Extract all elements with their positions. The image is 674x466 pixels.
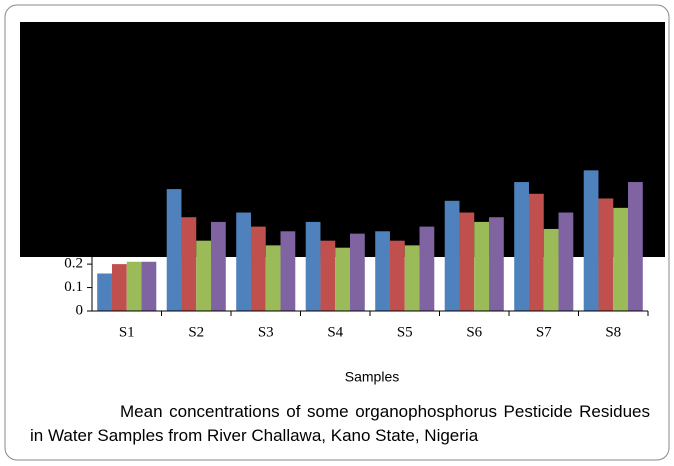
bar [350, 233, 365, 311]
bar [528, 193, 544, 311]
x-tick-label: S1 [119, 324, 135, 340]
bar [459, 212, 475, 311]
bar [320, 240, 336, 311]
y-tick-label: 0.5 [64, 185, 83, 201]
y-tick-label: 0.4 [64, 209, 83, 225]
bar [141, 261, 157, 311]
y-tick-label: 0.1 [64, 279, 83, 295]
y-tick-label: 0.3 [64, 232, 83, 248]
bar [166, 189, 182, 311]
bar [335, 247, 351, 311]
x-tick-label: S3 [258, 324, 274, 340]
bar [444, 200, 460, 311]
bar [404, 245, 420, 311]
bar [305, 221, 321, 311]
bar [250, 226, 266, 311]
x-tick-label: S2 [188, 324, 204, 340]
bar [97, 273, 112, 311]
bar [489, 217, 504, 311]
y-tick-label: 0.2 [64, 256, 83, 272]
bar [280, 231, 296, 311]
bar [474, 221, 490, 311]
bar [543, 228, 559, 311]
y-tick-label: 0.7 [64, 138, 83, 154]
bar [558, 212, 574, 311]
x-tick-label: S5 [397, 324, 413, 340]
x-axis-label: Samples [345, 369, 399, 385]
bar [375, 231, 390, 311]
bar [514, 182, 529, 311]
bar [211, 221, 226, 311]
x-tick-label: S6 [466, 324, 482, 340]
bar [181, 217, 197, 311]
y-tick-label: 0.8 [64, 115, 83, 131]
x-tick-label: S4 [327, 324, 343, 340]
x-tick-label: S7 [536, 324, 552, 340]
bar [583, 170, 599, 311]
y-tick-label: 0.6 [64, 162, 83, 178]
y-tick-label: 0.9 [64, 91, 83, 107]
x-tick-label: S8 [605, 324, 621, 340]
bar [389, 240, 405, 311]
corrupted-region [20, 22, 665, 257]
bar [236, 212, 251, 311]
bar [628, 182, 643, 311]
bar [196, 240, 212, 311]
bar [598, 198, 614, 311]
bar [613, 207, 629, 311]
bar [111, 264, 127, 311]
bar [419, 226, 435, 311]
caption: Mean concentrations of some organophosph… [30, 402, 650, 445]
bar [126, 261, 142, 311]
bar [265, 245, 281, 311]
y-tick-label: 0 [76, 302, 84, 318]
